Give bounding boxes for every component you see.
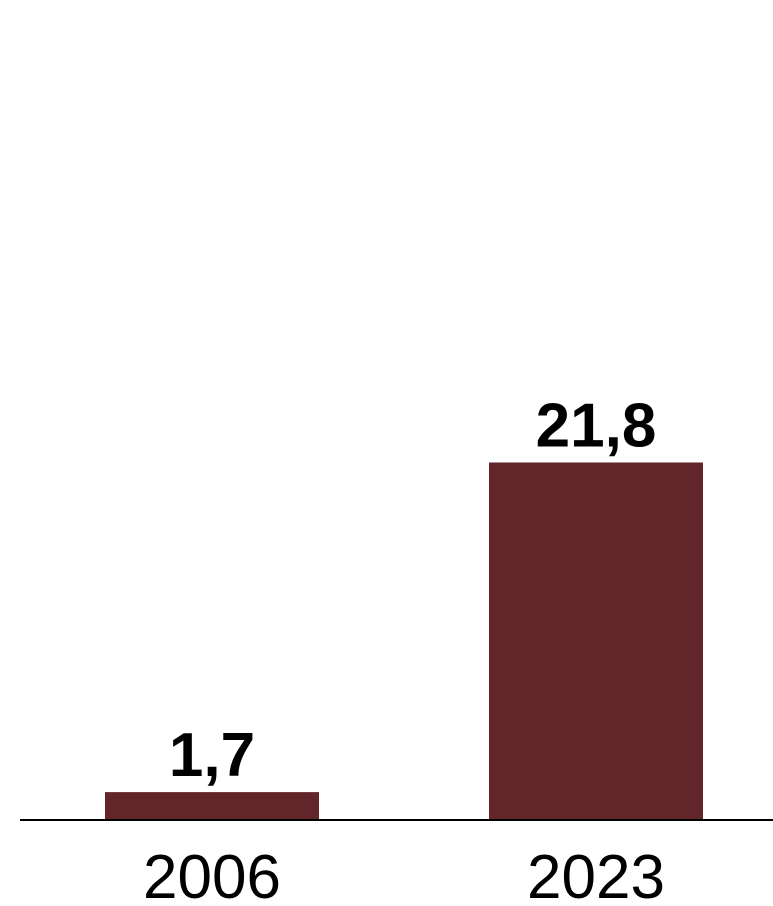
data-labels-layer: 1,7 21,8: [169, 391, 656, 790]
tick-labels-layer: 2006 2023: [143, 843, 665, 906]
x-tick-label-2023: 2023: [527, 843, 665, 906]
x-tick-label-2006: 2006: [143, 843, 281, 906]
bar-2006: [105, 792, 319, 820]
bars-layer: [105, 462, 703, 820]
bar-2023: [489, 462, 703, 820]
data-label-2023: 21,8: [536, 391, 657, 460]
data-label-2006: 1,7: [169, 721, 255, 790]
